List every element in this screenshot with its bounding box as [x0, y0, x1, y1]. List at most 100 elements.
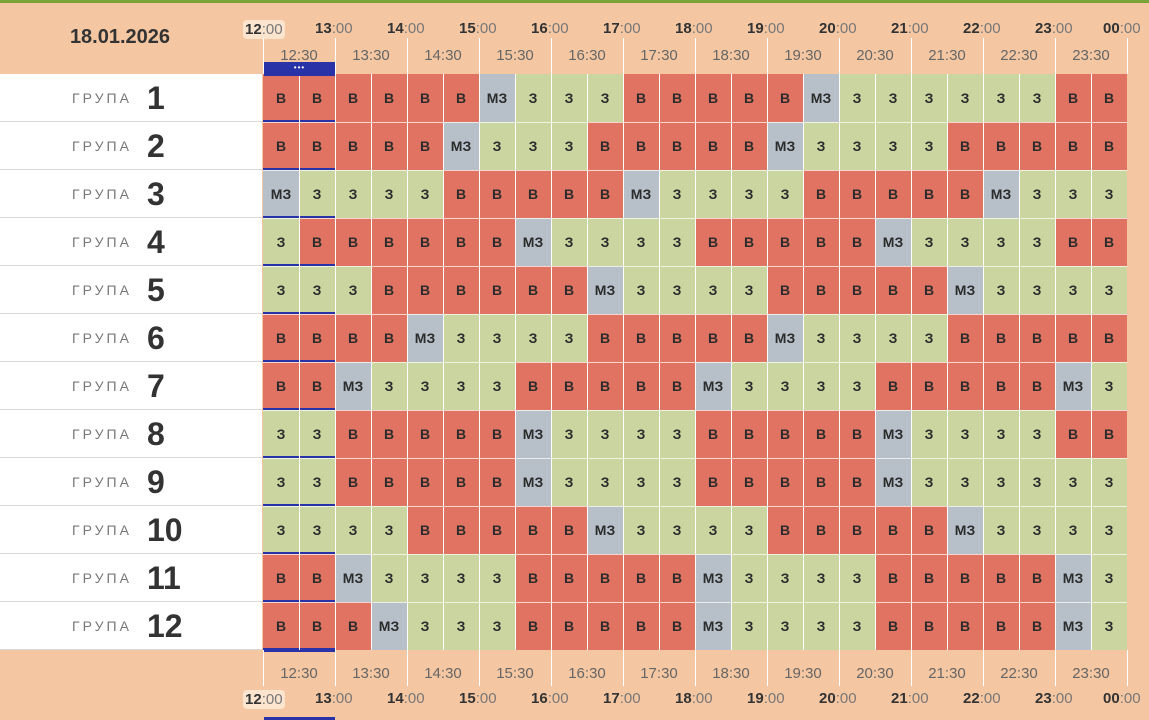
- schedule-cell[interactable]: З: [1019, 218, 1055, 266]
- schedule-cell[interactable]: З: [875, 314, 911, 362]
- schedule-cell[interactable]: МЗ: [875, 410, 911, 458]
- schedule-cell[interactable]: З: [767, 602, 803, 650]
- schedule-cell[interactable]: В: [803, 410, 839, 458]
- schedule-cell[interactable]: З: [767, 170, 803, 218]
- schedule-cell[interactable]: В: [839, 458, 875, 506]
- schedule-cell[interactable]: В: [911, 170, 947, 218]
- schedule-cell[interactable]: З: [695, 506, 731, 554]
- schedule-cell[interactable]: З: [1055, 506, 1091, 554]
- schedule-cell[interactable]: В: [839, 266, 875, 314]
- schedule-cell[interactable]: В: [263, 74, 299, 122]
- schedule-cell[interactable]: З: [659, 506, 695, 554]
- schedule-cell[interactable]: З: [551, 218, 587, 266]
- schedule-cell[interactable]: З: [1019, 170, 1055, 218]
- schedule-cell[interactable]: З: [515, 74, 551, 122]
- schedule-cell[interactable]: З: [443, 314, 479, 362]
- schedule-cell[interactable]: В: [947, 554, 983, 602]
- schedule-cell[interactable]: МЗ: [1055, 554, 1091, 602]
- schedule-cell[interactable]: З: [263, 458, 299, 506]
- schedule-cell[interactable]: В: [551, 602, 587, 650]
- schedule-cell[interactable]: В: [299, 602, 335, 650]
- schedule-cell[interactable]: МЗ: [335, 362, 371, 410]
- schedule-cell[interactable]: З: [1091, 554, 1127, 602]
- schedule-cell[interactable]: З: [1091, 170, 1127, 218]
- schedule-cell[interactable]: З: [839, 362, 875, 410]
- schedule-cell[interactable]: В: [803, 218, 839, 266]
- schedule-cell[interactable]: В: [875, 554, 911, 602]
- schedule-cell[interactable]: З: [587, 218, 623, 266]
- schedule-cell[interactable]: З: [731, 362, 767, 410]
- schedule-cell[interactable]: В: [695, 218, 731, 266]
- schedule-cell[interactable]: В: [1019, 554, 1055, 602]
- schedule-cell[interactable]: З: [911, 74, 947, 122]
- schedule-cell[interactable]: В: [911, 362, 947, 410]
- schedule-cell[interactable]: В: [767, 458, 803, 506]
- schedule-cell[interactable]: В: [947, 170, 983, 218]
- schedule-cell[interactable]: В: [443, 74, 479, 122]
- schedule-cell[interactable]: В: [623, 314, 659, 362]
- schedule-cell[interactable]: З: [983, 218, 1019, 266]
- schedule-cell[interactable]: В: [875, 362, 911, 410]
- schedule-cell[interactable]: З: [1055, 170, 1091, 218]
- schedule-cell[interactable]: З: [1091, 602, 1127, 650]
- schedule-cell[interactable]: З: [1019, 506, 1055, 554]
- schedule-cell[interactable]: В: [299, 218, 335, 266]
- schedule-cell[interactable]: В: [263, 554, 299, 602]
- schedule-cell[interactable]: З: [1019, 266, 1055, 314]
- schedule-cell[interactable]: З: [911, 458, 947, 506]
- schedule-cell[interactable]: З: [1055, 266, 1091, 314]
- schedule-cell[interactable]: В: [659, 362, 695, 410]
- schedule-cell[interactable]: З: [911, 410, 947, 458]
- schedule-cell[interactable]: В: [803, 170, 839, 218]
- schedule-cell[interactable]: З: [1019, 458, 1055, 506]
- schedule-cell[interactable]: В: [767, 410, 803, 458]
- schedule-cell[interactable]: З: [803, 122, 839, 170]
- schedule-cell[interactable]: В: [1091, 74, 1127, 122]
- schedule-cell[interactable]: З: [839, 122, 875, 170]
- schedule-cell[interactable]: В: [623, 122, 659, 170]
- schedule-cell[interactable]: В: [551, 170, 587, 218]
- schedule-cell[interactable]: З: [839, 602, 875, 650]
- schedule-cell[interactable]: МЗ: [695, 602, 731, 650]
- schedule-cell[interactable]: В: [983, 602, 1019, 650]
- schedule-cell[interactable]: З: [911, 122, 947, 170]
- schedule-cell[interactable]: З: [299, 506, 335, 554]
- schedule-cell[interactable]: З: [587, 410, 623, 458]
- schedule-cell[interactable]: В: [1091, 122, 1127, 170]
- schedule-cell[interactable]: В: [767, 74, 803, 122]
- schedule-cell[interactable]: В: [335, 602, 371, 650]
- schedule-cell[interactable]: В: [1055, 122, 1091, 170]
- schedule-cell[interactable]: МЗ: [371, 602, 407, 650]
- schedule-cell[interactable]: В: [983, 122, 1019, 170]
- schedule-cell[interactable]: В: [587, 362, 623, 410]
- schedule-cell[interactable]: В: [1055, 314, 1091, 362]
- schedule-cell[interactable]: В: [731, 122, 767, 170]
- schedule-cell[interactable]: З: [299, 266, 335, 314]
- schedule-cell[interactable]: З: [551, 410, 587, 458]
- schedule-cell[interactable]: МЗ: [515, 458, 551, 506]
- schedule-cell[interactable]: В: [983, 362, 1019, 410]
- schedule-cell[interactable]: З: [479, 602, 515, 650]
- schedule-cell[interactable]: МЗ: [767, 122, 803, 170]
- group-row-label[interactable]: ГРУПА 10: [0, 506, 262, 554]
- schedule-cell[interactable]: З: [659, 266, 695, 314]
- schedule-cell[interactable]: В: [839, 170, 875, 218]
- schedule-cell[interactable]: В: [551, 362, 587, 410]
- schedule-cell[interactable]: В: [479, 218, 515, 266]
- schedule-cell[interactable]: З: [839, 314, 875, 362]
- schedule-cell[interactable]: З: [1091, 266, 1127, 314]
- schedule-cell[interactable]: В: [659, 314, 695, 362]
- schedule-cell[interactable]: В: [443, 458, 479, 506]
- schedule-cell[interactable]: В: [1055, 410, 1091, 458]
- schedule-cell[interactable]: В: [1019, 122, 1055, 170]
- schedule-cell[interactable]: З: [731, 170, 767, 218]
- schedule-cell[interactable]: В: [911, 506, 947, 554]
- schedule-cell[interactable]: З: [803, 362, 839, 410]
- schedule-cell[interactable]: В: [263, 602, 299, 650]
- schedule-cell[interactable]: В: [407, 74, 443, 122]
- schedule-cell[interactable]: З: [767, 554, 803, 602]
- schedule-cell[interactable]: З: [335, 266, 371, 314]
- schedule-cell[interactable]: В: [803, 458, 839, 506]
- schedule-cell[interactable]: МЗ: [695, 554, 731, 602]
- schedule-cell[interactable]: В: [443, 266, 479, 314]
